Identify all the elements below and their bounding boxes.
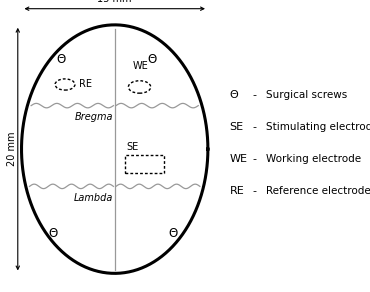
- Text: Lambda: Lambda: [74, 193, 114, 203]
- Text: Reference electrode: Reference electrode: [266, 186, 370, 196]
- Text: Stimulating electrode: Stimulating electrode: [266, 122, 370, 132]
- Text: WE: WE: [133, 61, 149, 71]
- Text: Working electrode: Working electrode: [266, 154, 361, 164]
- Text: SE: SE: [127, 142, 139, 152]
- Text: Θ: Θ: [168, 227, 178, 240]
- Text: Θ: Θ: [48, 227, 57, 240]
- Text: -: -: [253, 186, 256, 196]
- Text: RE: RE: [229, 186, 244, 196]
- Text: Θ: Θ: [147, 53, 157, 66]
- Bar: [125, 155, 164, 173]
- Text: WE: WE: [229, 154, 248, 164]
- Text: Θ: Θ: [57, 53, 66, 66]
- Text: Θ: Θ: [229, 90, 238, 100]
- Text: RE: RE: [79, 79, 92, 89]
- Text: Bregma: Bregma: [75, 112, 114, 122]
- Text: Surgical screws: Surgical screws: [266, 90, 348, 100]
- Text: 20 mm: 20 mm: [7, 132, 17, 166]
- Text: 15 mm: 15 mm: [97, 0, 132, 4]
- Text: -: -: [253, 90, 256, 100]
- Text: -: -: [253, 154, 256, 164]
- Text: -: -: [253, 122, 256, 132]
- Text: SE: SE: [229, 122, 243, 132]
